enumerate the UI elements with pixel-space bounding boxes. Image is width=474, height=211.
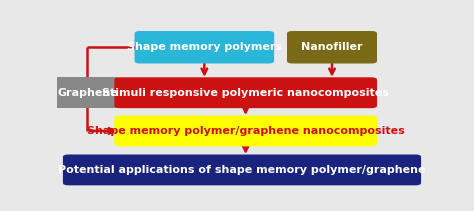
FancyBboxPatch shape bbox=[114, 115, 377, 146]
FancyBboxPatch shape bbox=[135, 31, 274, 64]
Text: Stimuli responsive polymeric nanocomposites: Stimuli responsive polymeric nanocomposi… bbox=[102, 88, 389, 98]
FancyBboxPatch shape bbox=[287, 31, 377, 64]
FancyBboxPatch shape bbox=[63, 154, 421, 185]
Text: Shape memory polymer/graphene nanocomposites: Shape memory polymer/graphene nanocompos… bbox=[87, 126, 404, 136]
FancyBboxPatch shape bbox=[57, 77, 118, 108]
Text: Shape memory polymers: Shape memory polymers bbox=[127, 42, 282, 52]
FancyBboxPatch shape bbox=[114, 77, 377, 108]
Text: Graphene: Graphene bbox=[57, 88, 118, 98]
Text: Potential applications of shape memory polymer/graphene: Potential applications of shape memory p… bbox=[58, 165, 426, 175]
Text: Nanofiller: Nanofiller bbox=[301, 42, 363, 52]
